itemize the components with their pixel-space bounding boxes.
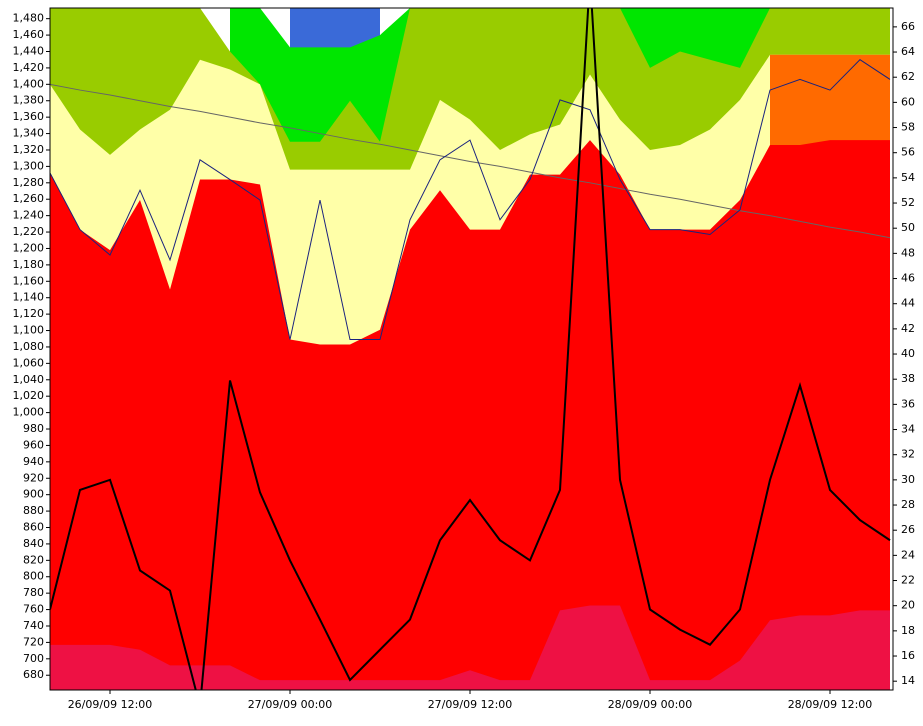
y-tick-label: 720 xyxy=(23,635,44,648)
y2-tick-label: 46 xyxy=(901,272,915,285)
y-tick-label: 900 xyxy=(23,488,44,501)
y2-tick-label: 64 xyxy=(901,45,915,58)
y-tick-label: 1,380 xyxy=(13,94,45,107)
y-tick-label: 700 xyxy=(23,652,44,665)
y-tick-label: 1,100 xyxy=(13,324,45,337)
area xyxy=(50,140,890,690)
plot-border xyxy=(49,7,894,691)
y2-tick-label: 20 xyxy=(901,599,915,612)
y-tick-label: 1,340 xyxy=(13,127,45,140)
y2-tick-label: 34 xyxy=(901,423,915,436)
y2-tick-label: 60 xyxy=(901,95,915,108)
y-tick-label: 1,220 xyxy=(13,225,45,238)
x-tick-label: 26/09/09 12:00 xyxy=(68,698,153,711)
y-tick-label: 1,280 xyxy=(13,176,45,189)
y-tick-label: 1,080 xyxy=(13,340,45,353)
y-tick-label: 1,060 xyxy=(13,356,45,369)
y-tick-label: 1,440 xyxy=(13,44,45,57)
y2-tick-label: 14 xyxy=(901,674,915,687)
y-tick-label: 1,480 xyxy=(13,12,45,25)
y2-tick-label: 24 xyxy=(901,548,915,561)
y-tick-label: 940 xyxy=(23,455,44,468)
y-tick-label: 1,300 xyxy=(13,159,45,172)
y-tick-label: 800 xyxy=(23,570,44,583)
y-tick-label: 680 xyxy=(23,668,44,681)
y-tick-label: 760 xyxy=(23,603,44,616)
area xyxy=(50,605,890,690)
y-tick-label: 1,020 xyxy=(13,389,45,402)
line xyxy=(50,83,891,239)
y-tick-label: 860 xyxy=(23,521,44,534)
y2-tick-label: 30 xyxy=(901,473,915,486)
y2-tick-label: 44 xyxy=(901,297,915,310)
y-tick-label: 1,160 xyxy=(13,274,45,287)
line xyxy=(50,59,891,341)
y-tick-label: 1,400 xyxy=(13,77,45,90)
y-tick-label: 740 xyxy=(23,619,44,632)
y-tick-label: 980 xyxy=(23,422,44,435)
y2-tick-label: 42 xyxy=(901,322,915,335)
axes: 680 700 720 740 760 780 800 820 840 860 880 900 920 9… xyxy=(13,12,916,711)
y-tick-label: 1,120 xyxy=(13,307,45,320)
y-tick-label: 780 xyxy=(23,586,44,599)
x-tick-label: 27/09/09 12:00 xyxy=(428,698,513,711)
y2-tick-label: 32 xyxy=(901,448,915,461)
x-tick-label: 27/09/09 00:00 xyxy=(248,698,333,711)
y-tick-label: 1,240 xyxy=(13,209,45,222)
y-tick-label: 1,040 xyxy=(13,373,45,386)
y-tick-label: 920 xyxy=(23,471,44,484)
y-tick-label: 1,320 xyxy=(13,143,45,156)
y-tick-label: 1,180 xyxy=(13,258,45,271)
y2-tick-label: 26 xyxy=(901,523,915,536)
y-tick-label: 1,460 xyxy=(13,28,45,41)
y2-tick-label: 62 xyxy=(901,70,915,83)
y-tick-label: 1,200 xyxy=(13,241,45,254)
y2-tick-label: 56 xyxy=(901,146,915,159)
y2-tick-label: 48 xyxy=(901,246,915,259)
x-tick-label: 28/09/09 00:00 xyxy=(608,698,693,711)
y-tick-label: 1,420 xyxy=(13,61,45,74)
y-tick-label: 960 xyxy=(23,438,44,451)
y-tick-label: 1,360 xyxy=(13,110,45,123)
y-tick-label: 1,140 xyxy=(13,291,45,304)
y2-tick-label: 40 xyxy=(901,347,915,360)
x-tick-label: 28/09/09 12:00 xyxy=(788,698,873,711)
line xyxy=(50,8,891,690)
y-tick-label: 1,260 xyxy=(13,192,45,205)
y2-tick-label: 16 xyxy=(901,649,915,662)
y-tick-label: 820 xyxy=(23,553,44,566)
y2-tick-label: 28 xyxy=(901,498,915,511)
plot-area xyxy=(50,8,891,690)
y2-tick-label: 50 xyxy=(901,221,915,234)
y2-tick-label: 52 xyxy=(901,196,915,209)
y2-tick-label: 18 xyxy=(901,624,915,637)
y2-tick-label: 58 xyxy=(901,121,915,134)
y2-tick-label: 22 xyxy=(901,574,915,587)
y-tick-label: 840 xyxy=(23,537,44,550)
y2-tick-label: 38 xyxy=(901,372,915,385)
y-tick-label: 1,000 xyxy=(13,406,45,419)
y2-tick-label: 36 xyxy=(901,397,915,410)
y2-tick-label: 66 xyxy=(901,20,915,33)
y2-tick-label: 54 xyxy=(901,171,915,184)
y-tick-label: 880 xyxy=(23,504,44,517)
